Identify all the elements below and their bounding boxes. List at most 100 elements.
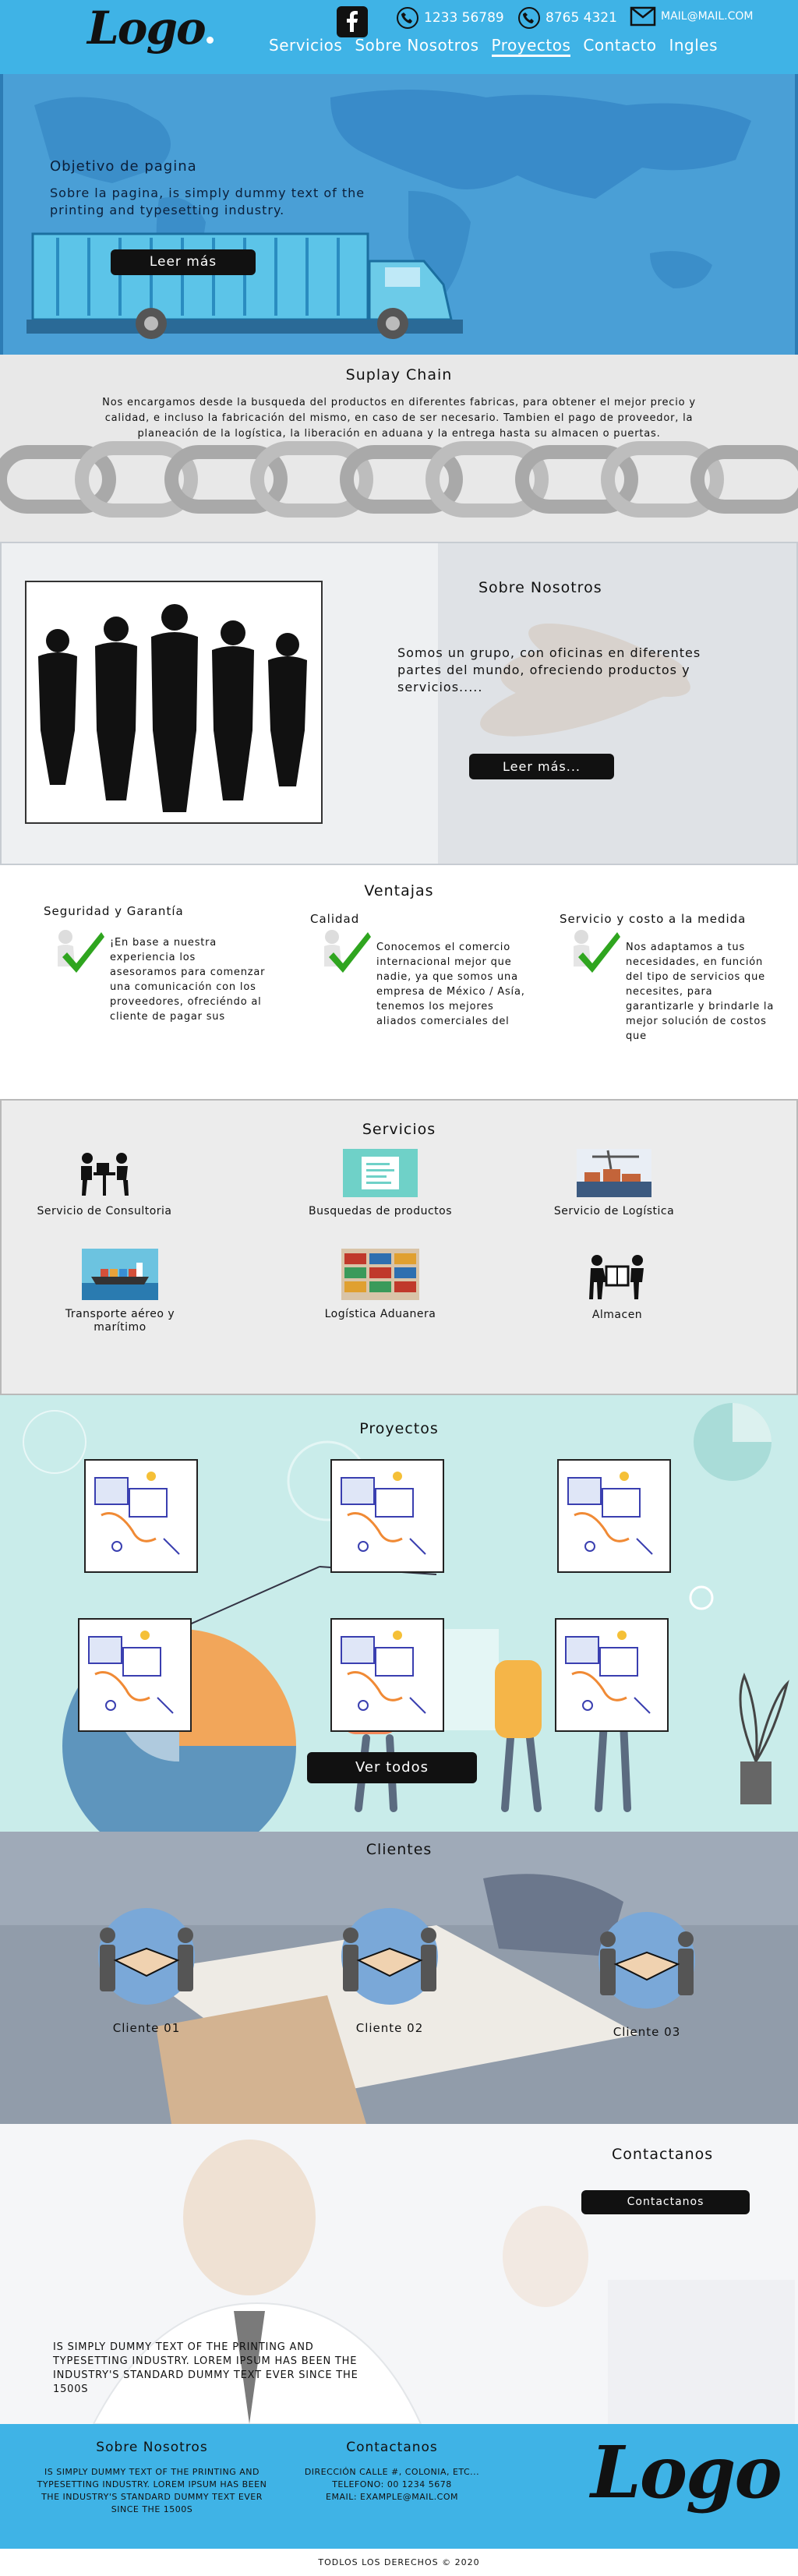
- project-thumbnail: [565, 1631, 651, 1714]
- project-card[interactable]: [555, 1618, 669, 1732]
- service-consultoria[interactable]: Servicio de Consultoria: [26, 1149, 182, 1218]
- site-header: Logo 1233 56789 8765 4321 mail@mail.com …: [0, 0, 798, 74]
- facebook-icon: [337, 6, 368, 37]
- client-card[interactable]: Cliente 02: [327, 1906, 452, 2035]
- footer-email[interactable]: Email: example@mail.com: [326, 2492, 458, 2502]
- projects-section: Proyectos Ver todos: [0, 1395, 798, 1832]
- chain-illustration: [0, 441, 798, 518]
- clients-section: Clientes Cliente 01 Cliente 02 Cliente 0…: [0, 1832, 798, 2124]
- project-card[interactable]: [78, 1618, 192, 1732]
- phone-2[interactable]: 8765 4321: [517, 6, 617, 30]
- project-card[interactable]: [330, 1459, 444, 1573]
- hero-read-more-button[interactable]: Leer más: [111, 249, 256, 275]
- footer-about: Sobre Nosotros is simply dummy text of t…: [31, 2440, 273, 2516]
- phone-2-text: 8765 4321: [546, 10, 617, 26]
- phone-icon: [397, 7, 418, 29]
- ship-icon: [82, 1249, 158, 1300]
- project-card[interactable]: [84, 1459, 198, 1573]
- warehouse-icon: [589, 1255, 644, 1299]
- hero-text: Sobre la pagina, is simply dummy text of…: [50, 186, 365, 217]
- footer-logo[interactable]: Logo: [591, 2430, 782, 2514]
- advantage-title: Servicio y costo a la medida: [560, 912, 747, 926]
- nav-proyectos[interactable]: Proyectos: [491, 36, 571, 57]
- contact-title: Contactanos: [612, 2146, 714, 2163]
- advantage-item: Servicio y costo a la medida Nos adaptam…: [560, 904, 798, 1042]
- view-all-projects-button[interactable]: Ver todos: [307, 1752, 477, 1783]
- client-label: Cliente 01: [112, 2021, 181, 2035]
- project-thumbnail: [341, 1472, 426, 1555]
- client-card[interactable]: Cliente 03: [577, 1910, 717, 2039]
- copyright-text: Todlos los derechos © 2020: [318, 2557, 480, 2567]
- nav-contacto[interactable]: Contacto: [583, 36, 657, 55]
- advantage-text: Nos adaptamos a tus necesidades, en func…: [626, 942, 775, 1042]
- project-thumbnail: [567, 1472, 653, 1555]
- service-busquedas[interactable]: Busquedas de productos: [302, 1149, 458, 1218]
- call-center-background-photo: [0, 2124, 798, 2424]
- advantages-section: Ventajas Seguridad y Garantía ¡En base a…: [0, 865, 798, 1099]
- header-logo[interactable]: Logo: [87, 2, 214, 55]
- footer-contact: Contactanos Dirección Calle #, colonia, …: [302, 2440, 482, 2504]
- logistics-icon: [577, 1149, 651, 1197]
- hero-title: Objetivo de pagina: [50, 158, 197, 175]
- world-map-illustration: [26, 90, 751, 339]
- services-section: Servicios Servicio de Consultoria Busque…: [0, 1099, 798, 1395]
- phone-icon: [518, 7, 540, 29]
- facebook-link[interactable]: [337, 6, 373, 37]
- service-label: Almacen: [591, 1309, 643, 1321]
- advantage-text: ¡En base a nuestra experiencia los aseso…: [110, 937, 266, 1023]
- service-label: Logística Aduanera: [324, 1308, 436, 1320]
- client-label: Cliente 03: [613, 2025, 681, 2039]
- handshake-icon: [598, 1912, 695, 2009]
- project-card[interactable]: [557, 1459, 671, 1573]
- check-icon: [574, 930, 620, 973]
- footer-contact-title: Contactanos: [346, 2440, 438, 2455]
- handshake-icon: [341, 1908, 438, 2005]
- phone-1-text: 1233 56789: [424, 10, 504, 26]
- service-almacen[interactable]: Almacen: [539, 1253, 695, 1322]
- nav-ingles[interactable]: Ingles: [669, 36, 719, 55]
- contact-button[interactable]: Contactanos: [581, 2190, 750, 2214]
- service-logistica[interactable]: Servicio de Logística: [536, 1149, 692, 1218]
- advantage-text: Conocemos el comercio internacional mejo…: [376, 942, 525, 1027]
- main-nav: Servicios Sobre Nosotros Proyectos Conta…: [269, 36, 718, 57]
- service-label: Servicio de Consultoria: [37, 1205, 172, 1217]
- project-thumbnail: [94, 1472, 180, 1555]
- consulting-icon: [81, 1153, 129, 1196]
- containers-icon: [341, 1249, 419, 1300]
- check-icon: [324, 930, 371, 973]
- advantage-title: Seguridad y Garantía: [44, 904, 184, 918]
- advantage-item: Seguridad y Garantía ¡En base a nuestra …: [44, 904, 301, 1023]
- service-transporte[interactable]: Transporte aéreo y marítimo: [42, 1249, 198, 1334]
- check-icon: [58, 930, 104, 973]
- about-text: Somos un grupo, con oficinas en diferent…: [397, 645, 701, 694]
- hero-section: Objetivo de pagina Sobre la pagina, is s…: [0, 74, 798, 355]
- service-label: Busquedas de productos: [308, 1205, 452, 1217]
- services-title: Servicios: [362, 1121, 436, 1138]
- supply-chain-section: Suplay Chain Nos encargamos desde la bus…: [0, 355, 798, 542]
- hands-background: [438, 543, 796, 864]
- contact-text: is simply dummy text of the printing and…: [53, 2341, 358, 2395]
- phone-1[interactable]: 1233 56789: [396, 6, 504, 30]
- site-footer: Sobre Nosotros is simply dummy text of t…: [0, 2424, 798, 2549]
- supply-title: Suplay Chain: [345, 366, 453, 383]
- footer-about-title: Sobre Nosotros: [96, 2440, 208, 2455]
- service-aduanera[interactable]: Logística Aduanera: [302, 1249, 458, 1321]
- email-link[interactable]: mail@mail.com: [630, 6, 754, 27]
- team-silhouette-image: [25, 581, 323, 824]
- project-card[interactable]: [330, 1618, 444, 1732]
- truck-illustration: [26, 232, 463, 339]
- handshake-icon: [98, 1908, 195, 2005]
- nav-sobre-nosotros[interactable]: Sobre Nosotros: [355, 36, 479, 55]
- supply-text: Nos encargamos desde la busqueda del pro…: [102, 397, 696, 440]
- search-products-icon: [343, 1149, 418, 1197]
- about-title: Sobre Nosotros: [478, 579, 602, 596]
- about-read-more-button[interactable]: Leer más...: [469, 754, 614, 779]
- client-card[interactable]: Cliente 01: [84, 1906, 209, 2035]
- clients-title: Clientes: [365, 1841, 433, 1858]
- footer-about-text: is simply dummy text of the printing and…: [37, 2467, 267, 2514]
- projects-title: Proyectos: [359, 1420, 439, 1437]
- about-section: Sobre Nosotros Somos un grupo, con ofici…: [0, 542, 798, 865]
- advantage-title: Calidad: [310, 912, 360, 926]
- footer-phone: Telefono: 00 1234 5678: [332, 2479, 452, 2489]
- nav-servicios[interactable]: Servicios: [269, 36, 343, 55]
